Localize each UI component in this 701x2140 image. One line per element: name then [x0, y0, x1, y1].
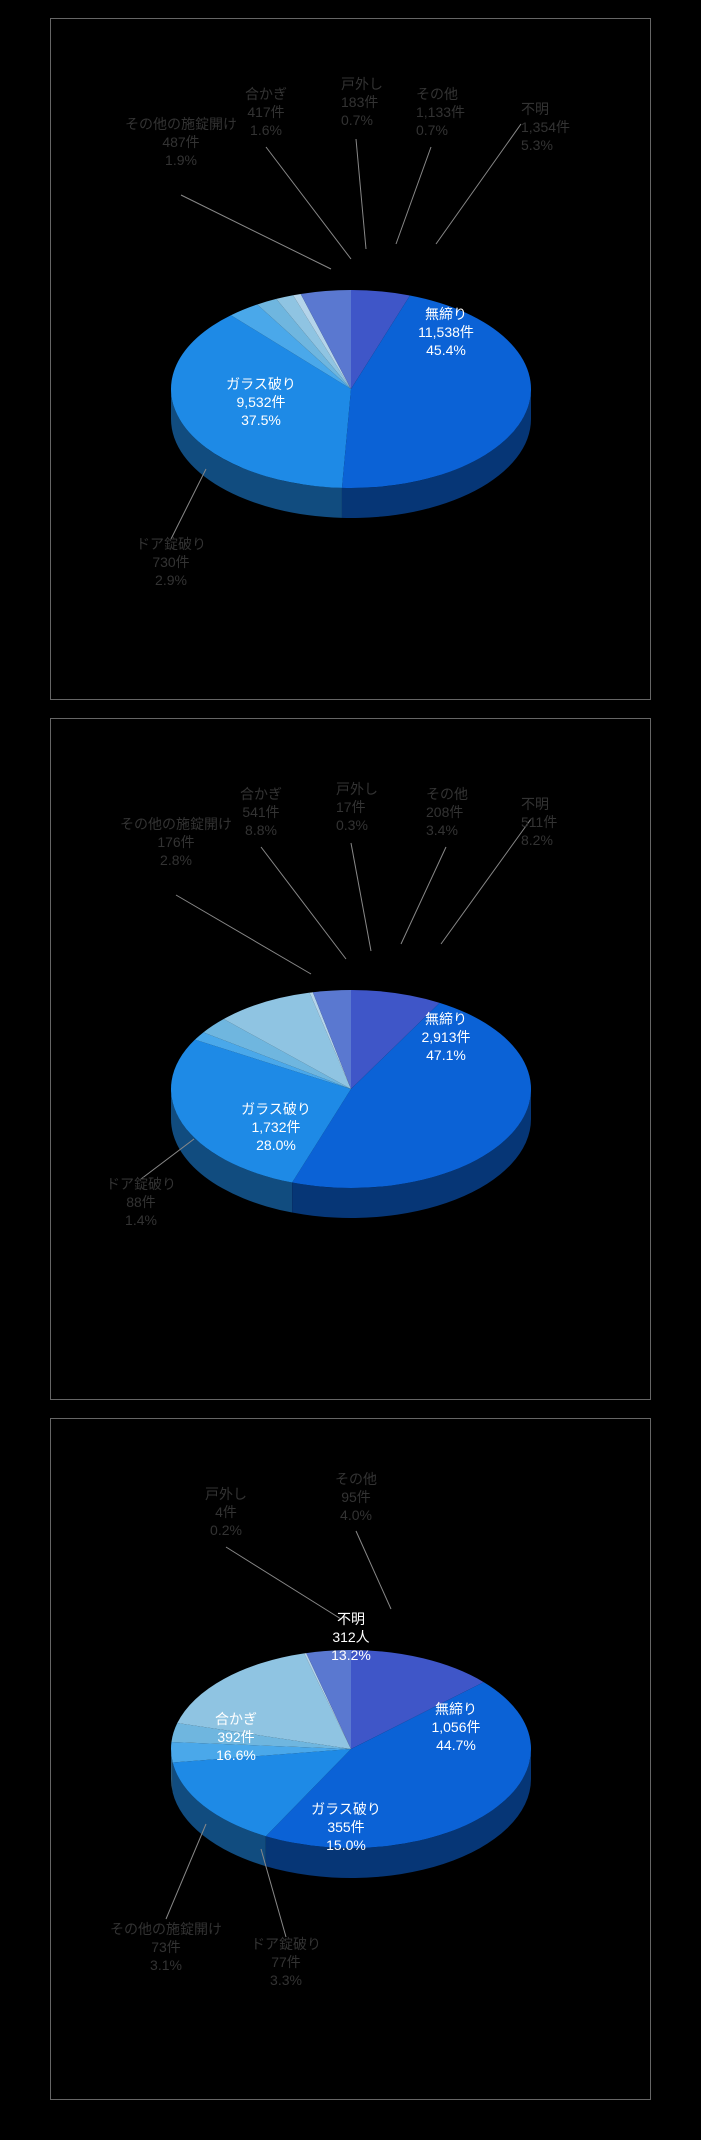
slice-count: 355件	[327, 1819, 364, 1835]
slice-name: ドア錠破り	[136, 536, 206, 552]
slice-count: 73件	[151, 1939, 181, 1955]
slice-count: 511件	[521, 814, 557, 830]
leader-line	[266, 147, 351, 259]
leader-line	[396, 147, 431, 244]
leader-line	[226, 1547, 341, 1619]
slice-pct: 3.4%	[426, 822, 458, 838]
slice-name: 合かぎ	[245, 86, 287, 102]
pie-top	[171, 290, 531, 488]
slice-name: 不明	[337, 1611, 365, 1627]
pie-chart: その他 95件 4.0% 戸外し 4件 0.2% その他の施錠開け 73件 3.1% ドア錠破り 7…	[51, 1419, 651, 2099]
slice-count: 88件	[126, 1194, 156, 1210]
slice-count: 312人	[332, 1629, 369, 1645]
slice-name: その他	[426, 786, 468, 802]
slice-pct: 1.9%	[165, 152, 197, 168]
slice-pct: 2.9%	[155, 572, 187, 588]
slice-pct: 3.3%	[270, 1972, 302, 1988]
slice-pct: 2.8%	[160, 852, 192, 868]
slice-name: 無締り	[435, 1701, 477, 1717]
slice-name: 合かぎ	[240, 786, 282, 802]
slice-count: 541件	[242, 804, 279, 820]
slice-count: 17件	[336, 799, 366, 815]
slice-count: 1,133件	[416, 104, 465, 120]
slice-count: 487件	[162, 134, 199, 150]
slice-name: その他の施錠開け	[110, 1921, 222, 1937]
slice-name: 無締り	[425, 1011, 467, 1027]
slice-name: ドア錠破り	[251, 1936, 321, 1952]
leader-line	[261, 847, 346, 959]
slice-name: 合かぎ	[215, 1711, 257, 1727]
slice-name: その他	[416, 86, 458, 102]
leader-line	[176, 895, 311, 974]
slice-name: 不明	[521, 101, 549, 117]
slice-pct: 15.0%	[326, 1837, 366, 1853]
slice-count: 1,056件	[431, 1719, 480, 1735]
chart-panel: 不明 1,354件 5.3% その他 1,133件 0.7% 戸外し 183件 0.7% 合かぎ 4…	[50, 18, 651, 700]
slice-pct: 16.6%	[216, 1747, 256, 1763]
slice-pct: 0.7%	[341, 112, 373, 128]
slice-name: ドア錠破り	[106, 1176, 176, 1192]
pie-top	[171, 990, 531, 1188]
chart-panel: その他 95件 4.0% 戸外し 4件 0.2% その他の施錠開け 73件 3.1% ドア錠破り 7…	[50, 1418, 651, 2100]
slice-name: ガラス破り	[226, 376, 296, 392]
slice-name: 戸外し	[336, 781, 378, 797]
slice-name: 戸外し	[341, 76, 383, 92]
slice-pct: 37.5%	[241, 412, 281, 428]
slice-count: 77件	[271, 1954, 301, 1970]
slice-count: 208件	[426, 804, 463, 820]
slice-count: 2,913件	[421, 1029, 470, 1045]
leader-line	[166, 1824, 206, 1919]
slice-pct: 8.2%	[521, 832, 553, 848]
slice-pct: 28.0%	[256, 1137, 296, 1153]
slice-pct: 3.1%	[150, 1957, 182, 1973]
slice-count: 11,538件	[418, 324, 474, 340]
slice-name: ガラス破り	[241, 1101, 311, 1117]
slice-pct: 1.6%	[250, 122, 282, 138]
slice-count: 9,532件	[236, 394, 285, 410]
chart-panel: 不明 511件 8.2% その他 208件 3.4% 戸外し 17件 0.3% 合かぎ 541件 8.…	[50, 718, 651, 1400]
slice-name: ガラス破り	[311, 1801, 381, 1817]
leader-line	[356, 1531, 391, 1609]
leader-line	[181, 195, 331, 269]
slice-pct: 13.2%	[331, 1647, 371, 1663]
slice-name: その他の施錠開け	[120, 816, 232, 832]
leader-line	[401, 847, 446, 944]
leader-line	[171, 469, 206, 539]
slice-pct: 0.3%	[336, 817, 368, 833]
leader-line	[141, 1139, 194, 1179]
slice-count: 183件	[341, 94, 378, 110]
pie-chart: 不明 1,354件 5.3% その他 1,133件 0.7% 戸外し 183件 0.7% 合かぎ 4…	[51, 19, 651, 699]
slice-name: その他の施錠開け	[125, 116, 237, 132]
slice-count: 4件	[215, 1504, 237, 1520]
slice-count: 730件	[152, 554, 189, 570]
slice-count: 176件	[157, 834, 194, 850]
slice-count: 1,354件	[521, 119, 570, 135]
slice-name: 戸外し	[205, 1486, 247, 1502]
slice-name: 不明	[521, 796, 549, 812]
leader-line	[356, 139, 366, 249]
leader-line	[436, 124, 521, 244]
slice-count: 392件	[217, 1729, 254, 1745]
slice-pct: 0.7%	[416, 122, 448, 138]
pie-chart: 不明 511件 8.2% その他 208件 3.4% 戸外し 17件 0.3% 合かぎ 541件 8.…	[51, 719, 651, 1399]
leader-line	[351, 843, 371, 951]
slice-pct: 47.1%	[426, 1047, 466, 1063]
slice-pct: 0.2%	[210, 1522, 242, 1538]
slice-pct: 44.7%	[436, 1737, 476, 1753]
slice-pct: 1.4%	[125, 1212, 157, 1228]
slice-name: 無締り	[425, 306, 467, 322]
slice-pct: 4.0%	[340, 1507, 372, 1523]
slice-pct: 8.8%	[245, 822, 277, 838]
slice-pct: 45.4%	[426, 342, 466, 358]
slice-pct: 5.3%	[521, 137, 553, 153]
slice-name: その他	[335, 1471, 377, 1487]
slice-count: 1,732件	[251, 1119, 300, 1135]
slice-count: 95件	[341, 1489, 371, 1505]
slice-count: 417件	[247, 104, 284, 120]
